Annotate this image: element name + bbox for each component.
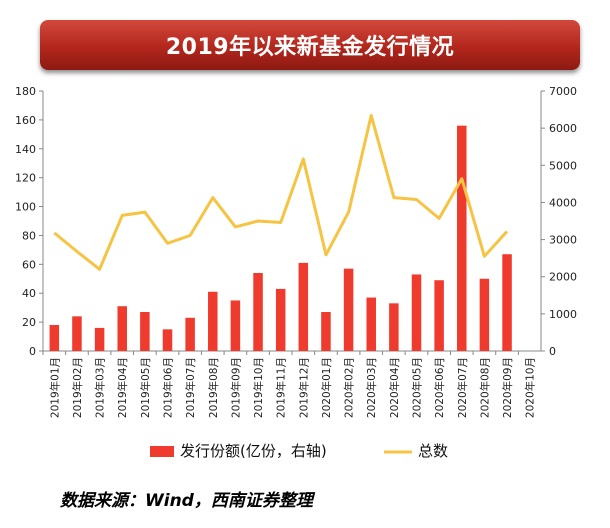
bar <box>480 279 490 351</box>
x-tick-label: 2020年03月 <box>365 357 378 418</box>
bar <box>95 328 105 351</box>
right-tick-label: 5000 <box>549 159 577 172</box>
bar <box>253 273 263 351</box>
x-tick-label: 2019年01月 <box>48 357 61 418</box>
left-tick-label: 100 <box>15 201 36 214</box>
right-tick-label: 7000 <box>549 85 577 98</box>
right-tick-label: 4000 <box>549 196 577 209</box>
bar <box>366 298 376 351</box>
right-tick-label: 2000 <box>549 271 577 284</box>
legend-label-bars: 发行份额(亿份，右轴) <box>180 442 327 460</box>
left-tick-label: 140 <box>15 143 36 156</box>
bar <box>185 318 195 351</box>
left-tick-label: 40 <box>22 287 36 300</box>
legend-label-line: 总数 <box>418 442 448 460</box>
x-tick-label: 2019年09月 <box>229 357 242 418</box>
x-tick-label: 2019年04月 <box>116 357 129 418</box>
bar <box>457 126 467 351</box>
bar <box>117 306 127 351</box>
x-tick-label: 2019年12月 <box>297 357 310 418</box>
right-tick-label: 3000 <box>549 234 577 247</box>
right-tick-label: 1000 <box>549 308 577 321</box>
left-tick-label: 80 <box>22 229 36 242</box>
x-tick-label: 2019年08月 <box>207 357 220 418</box>
bar <box>434 280 444 351</box>
bar <box>321 312 331 351</box>
x-tick-label: 2020年08月 <box>478 357 491 418</box>
left-tick-label: 160 <box>15 114 36 127</box>
x-tick-label: 2020年06月 <box>433 357 446 418</box>
bar <box>389 303 399 351</box>
left-tick-label: 60 <box>22 258 36 271</box>
x-tick-label: 2020年05月 <box>411 357 424 418</box>
left-tick-label: 0 <box>29 345 36 358</box>
right-tick-label: 0 <box>549 345 556 358</box>
x-tick-label: 2020年01月 <box>320 357 333 418</box>
x-tick-label: 2020年07月 <box>456 357 469 418</box>
bar <box>163 329 173 351</box>
x-tick-label: 2019年11月 <box>275 357 288 418</box>
x-tick-label: 2019年03月 <box>94 357 107 418</box>
x-tick-label: 2019年02月 <box>71 357 84 418</box>
right-tick-label: 6000 <box>549 122 577 135</box>
source-note: 数据来源：Wind，西南证券整理 <box>60 486 313 511</box>
x-tick-label: 2019年10月 <box>252 357 265 418</box>
bar <box>276 289 286 351</box>
left-tick-label: 180 <box>15 85 36 98</box>
x-tick-label: 2019年06月 <box>162 357 175 418</box>
x-tick-label: 2020年02月 <box>343 357 356 418</box>
bar <box>502 254 512 351</box>
total-line <box>54 116 507 270</box>
bar <box>208 292 218 351</box>
left-tick-label: 120 <box>15 172 36 185</box>
x-tick-label: 2020年10月 <box>524 357 537 418</box>
x-tick-label: 2020年04月 <box>388 357 401 418</box>
bar <box>412 274 422 351</box>
bar <box>72 316 82 351</box>
bar <box>140 312 150 351</box>
x-tick-label: 2019年05月 <box>139 357 152 418</box>
bar <box>344 269 354 351</box>
x-tick-label: 2020年09月 <box>501 357 514 418</box>
bar <box>50 325 60 351</box>
left-tick-label: 20 <box>22 316 36 329</box>
chart: 0 20 40 60 80 100 120 140 160 180 0 1000 2000 3000 400… <box>0 0 610 528</box>
x-tick-label: 2019年07月 <box>184 357 197 418</box>
legend-swatch-bars <box>150 446 174 457</box>
bar <box>299 263 309 351</box>
bar <box>231 300 241 351</box>
